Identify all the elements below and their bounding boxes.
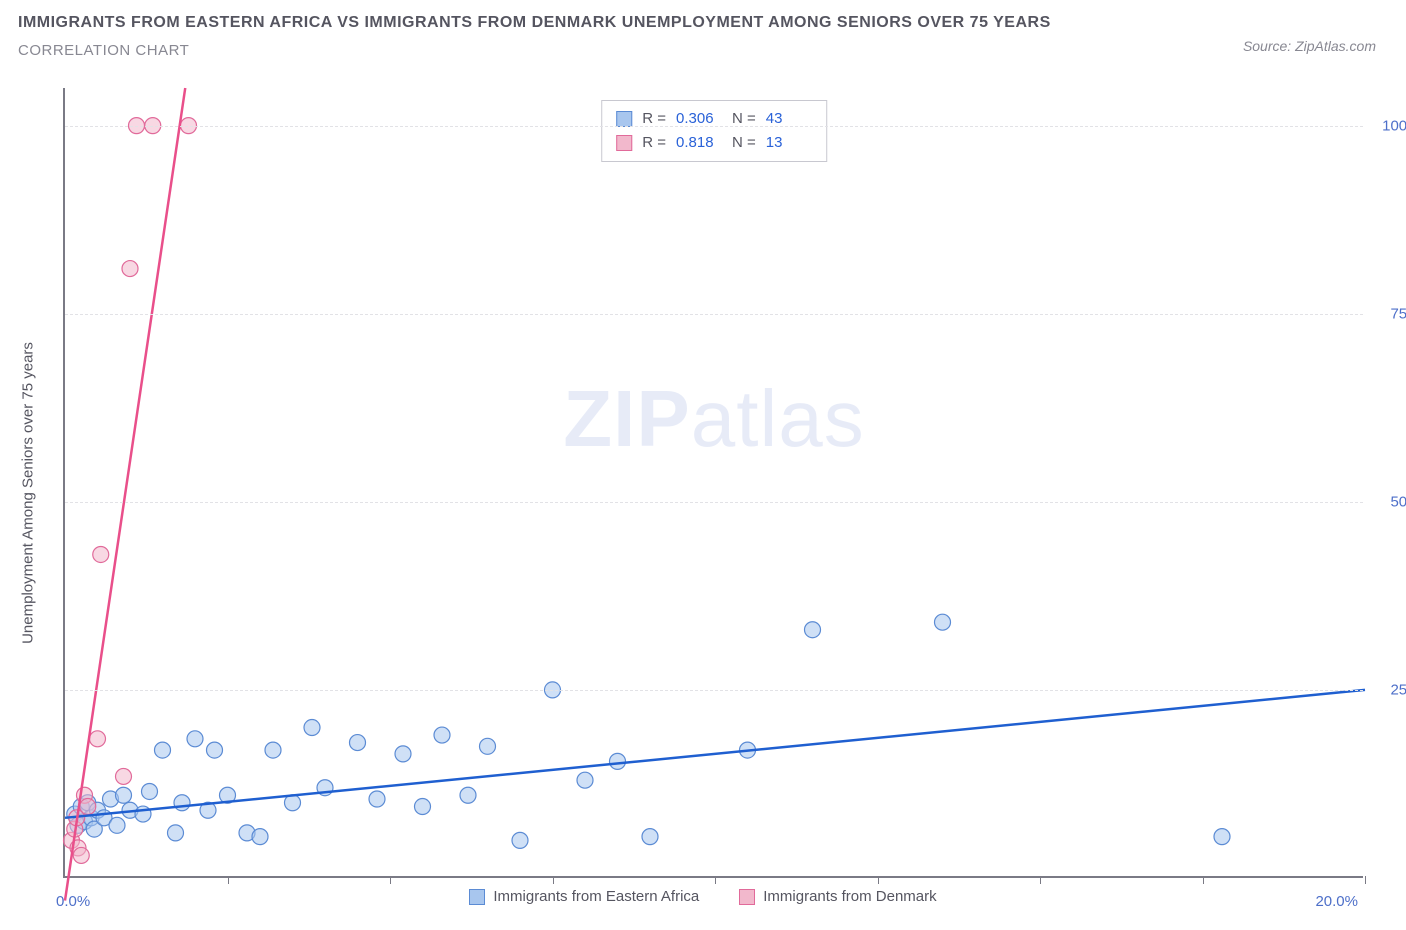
stats-n-value: 43	[766, 107, 812, 131]
x-tick	[553, 876, 554, 884]
scatter-point-eastern_africa	[109, 817, 125, 833]
scatter-point-eastern_africa	[252, 829, 268, 845]
stats-r-value: 0.818	[676, 131, 722, 155]
scatter-point-eastern_africa	[369, 791, 385, 807]
scatter-point-eastern_africa	[577, 772, 593, 788]
scatter-point-eastern_africa	[805, 622, 821, 638]
gridline-h	[65, 502, 1363, 503]
legend-bottom: Immigrants from Eastern Africa Immigrants…	[18, 888, 1388, 905]
scatter-point-eastern_africa	[304, 720, 320, 736]
scatter-point-denmark	[116, 768, 132, 784]
stats-swatch	[616, 135, 632, 151]
stats-n-label: N =	[732, 131, 756, 155]
legend-swatch	[469, 889, 485, 905]
plot-area: ZIPatlas R =0.306N =43R =0.818N =13 25.0…	[63, 88, 1363, 878]
scatter-point-denmark	[122, 261, 138, 277]
x-tick	[1365, 876, 1366, 884]
scatter-point-eastern_africa	[207, 742, 223, 758]
scatter-point-eastern_africa	[610, 753, 626, 769]
scatter-point-eastern_africa	[265, 742, 281, 758]
x-tick	[1203, 876, 1204, 884]
y-tick-label: 25.0%	[1373, 681, 1406, 698]
scatter-point-denmark	[80, 799, 96, 815]
x-tick	[878, 876, 879, 884]
x-tick	[390, 876, 391, 884]
scatter-point-eastern_africa	[1214, 829, 1230, 845]
scatter-point-eastern_africa	[187, 731, 203, 747]
x-tick	[1040, 876, 1041, 884]
scatter-point-eastern_africa	[142, 783, 158, 799]
gridline-h	[65, 690, 1363, 691]
scatter-point-eastern_africa	[642, 829, 658, 845]
gridline-h	[65, 126, 1363, 127]
chart-subtitle: CORRELATION CHART	[18, 42, 1388, 59]
scatter-point-eastern_africa	[395, 746, 411, 762]
scatter-point-eastern_africa	[460, 787, 476, 803]
trend-line-eastern_africa	[65, 690, 1365, 818]
stats-n-label: N =	[732, 107, 756, 131]
stats-row-eastern_africa: R = 0.306 N = 43	[616, 107, 812, 131]
stats-r-value: 0.306	[676, 107, 722, 131]
stats-row-denmark: R = 0.818 N = 13	[616, 131, 812, 155]
stats-swatch	[616, 111, 632, 127]
scatter-point-denmark	[93, 546, 109, 562]
source-label: Source: ZipAtlas.com	[1243, 38, 1376, 54]
scatter-point-denmark	[90, 731, 106, 747]
stats-r-label: R =	[642, 131, 666, 155]
scatter-point-denmark	[73, 847, 89, 863]
legend-item-eastern_africa: Immigrants from Eastern Africa	[469, 888, 699, 905]
y-tick-label: 50.0%	[1373, 493, 1406, 510]
scatter-point-eastern_africa	[480, 738, 496, 754]
x-tick	[228, 876, 229, 884]
scatter-point-eastern_africa	[155, 742, 171, 758]
gridline-h	[65, 314, 1363, 315]
stats-legend-box: R = 0.306 N = 43 R = 0.818 N = 13	[601, 100, 827, 162]
legend-label: Immigrants from Eastern Africa	[493, 888, 699, 905]
chart-container: Unemployment Among Seniors over 75 years…	[18, 78, 1388, 908]
x-tick	[715, 876, 716, 884]
legend-item-denmark: Immigrants from Denmark	[739, 888, 936, 905]
legend-label: Immigrants from Denmark	[763, 888, 936, 905]
scatter-point-eastern_africa	[168, 825, 184, 841]
scatter-point-eastern_africa	[935, 614, 951, 630]
scatter-point-eastern_africa	[350, 735, 366, 751]
scatter-point-eastern_africa	[116, 787, 132, 803]
y-tick-label: 75.0%	[1373, 305, 1406, 322]
scatter-svg	[65, 88, 1363, 876]
scatter-point-eastern_africa	[434, 727, 450, 743]
scatter-point-eastern_africa	[512, 832, 528, 848]
stats-n-value: 13	[766, 131, 812, 155]
chart-title: IMMIGRANTS FROM EASTERN AFRICA VS IMMIGR…	[18, 14, 1388, 32]
stats-r-label: R =	[642, 107, 666, 131]
scatter-point-eastern_africa	[174, 795, 190, 811]
scatter-point-eastern_africa	[415, 799, 431, 815]
y-tick-label: 100.0%	[1373, 117, 1406, 134]
y-axis-label: Unemployment Among Seniors over 75 years	[20, 342, 37, 644]
legend-swatch	[739, 889, 755, 905]
